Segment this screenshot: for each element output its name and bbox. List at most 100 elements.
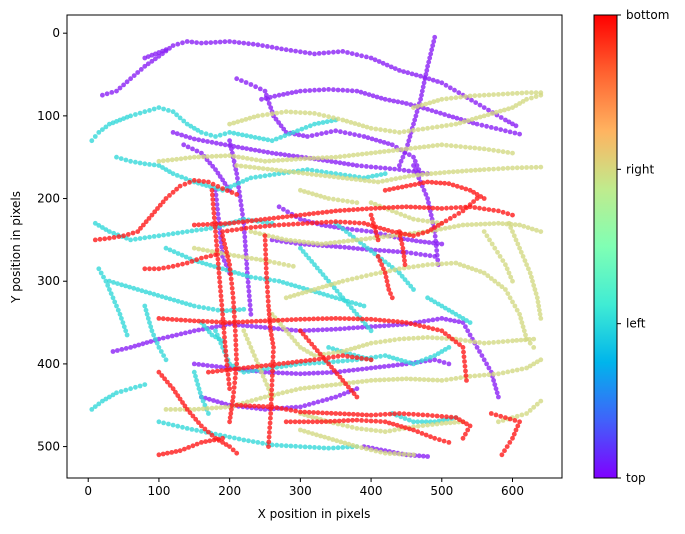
- point-bottom: [407, 426, 412, 432]
- point-left: [147, 320, 152, 325]
- point-bottom: [462, 359, 467, 364]
- point-right: [417, 377, 423, 382]
- point-top: [333, 326, 339, 332]
- point-top: [316, 51, 322, 56]
- point-left: [210, 306, 216, 312]
- point-top: [156, 53, 162, 59]
- point-right: [439, 378, 445, 383]
- point-right: [532, 287, 538, 292]
- point-top: [404, 101, 409, 106]
- point-top: [311, 370, 316, 376]
- point-bottom: [375, 254, 381, 259]
- point-bottom: [288, 407, 294, 413]
- point-bottom: [467, 423, 473, 429]
- point-right: [381, 377, 387, 383]
- point-bottom: [397, 229, 402, 235]
- point-left: [330, 346, 336, 352]
- point-bottom: [264, 280, 270, 285]
- point-bottom: [283, 419, 289, 425]
- point-right: [395, 147, 400, 153]
- point-bottom: [290, 360, 295, 365]
- point-bottom: [221, 330, 227, 336]
- point-top: [208, 40, 214, 45]
- point-top: [361, 134, 367, 139]
- point-right: [505, 165, 511, 171]
- point-right: [453, 95, 459, 101]
- point-bottom: [234, 402, 240, 408]
- point-bottom: [411, 233, 416, 239]
- point-bottom: [156, 316, 162, 321]
- point-top: [432, 34, 438, 40]
- point-left: [347, 232, 353, 237]
- point-left: [320, 120, 326, 125]
- x-tick-label: 100: [147, 484, 170, 498]
- point-right: [349, 199, 355, 205]
- point-top: [427, 253, 433, 259]
- point-top: [214, 197, 219, 203]
- point-top: [243, 248, 249, 253]
- point-left: [112, 299, 118, 305]
- point-right: [165, 157, 171, 163]
- point-top: [364, 164, 369, 169]
- point-top: [215, 206, 220, 212]
- point-bottom: [223, 353, 229, 358]
- point-bottom: [307, 357, 313, 363]
- point-bottom: [340, 353, 346, 358]
- point-bottom: [207, 438, 213, 444]
- point-top: [503, 117, 508, 123]
- point-right: [406, 452, 412, 457]
- point-bottom: [439, 414, 445, 419]
- point-bottom: [359, 356, 364, 361]
- point-right: [518, 337, 524, 343]
- point-top: [342, 244, 347, 250]
- point-left: [240, 132, 245, 138]
- point-right: [529, 274, 534, 280]
- point-right: [531, 345, 537, 350]
- point-bottom: [430, 326, 436, 332]
- point-bottom: [228, 271, 234, 277]
- point-right: [298, 345, 303, 350]
- point-right: [491, 166, 496, 172]
- point-left: [167, 169, 172, 175]
- point-top: [421, 453, 426, 459]
- point-bottom: [217, 279, 223, 285]
- point-top: [377, 323, 383, 329]
- point-left: [253, 174, 258, 180]
- point-right: [160, 158, 166, 164]
- point-bottom: [349, 354, 355, 360]
- point-bottom: [285, 360, 291, 366]
- point-bottom: [423, 432, 429, 438]
- point-bottom: [426, 325, 431, 331]
- point-top: [302, 371, 308, 376]
- point-top: [351, 367, 356, 373]
- point-left: [119, 316, 124, 321]
- point-left: [280, 280, 286, 285]
- point-right: [426, 144, 431, 149]
- point-top: [385, 141, 391, 147]
- point-right: [293, 387, 299, 393]
- point-right: [378, 339, 383, 345]
- point-bottom: [377, 258, 383, 263]
- point-left: [236, 436, 242, 442]
- point-right: [415, 172, 421, 178]
- point-bottom: [434, 413, 440, 419]
- point-bottom: [227, 220, 233, 226]
- point-right: [231, 153, 237, 159]
- point-top: [425, 454, 430, 459]
- point-right: [286, 331, 292, 337]
- point-bottom: [454, 183, 460, 189]
- point-right: [420, 423, 426, 428]
- point-left: [402, 416, 408, 421]
- point-right: [359, 445, 364, 451]
- point-left: [161, 420, 167, 426]
- point-left: [151, 332, 157, 338]
- point-right: [312, 287, 317, 292]
- point-left: [202, 402, 208, 408]
- point-top: [217, 39, 223, 45]
- point-right: [477, 373, 482, 378]
- point-bottom: [269, 404, 275, 410]
- point-bottom: [212, 220, 218, 225]
- point-right: [331, 174, 337, 180]
- point-right: [258, 395, 263, 401]
- point-bottom: [505, 211, 511, 217]
